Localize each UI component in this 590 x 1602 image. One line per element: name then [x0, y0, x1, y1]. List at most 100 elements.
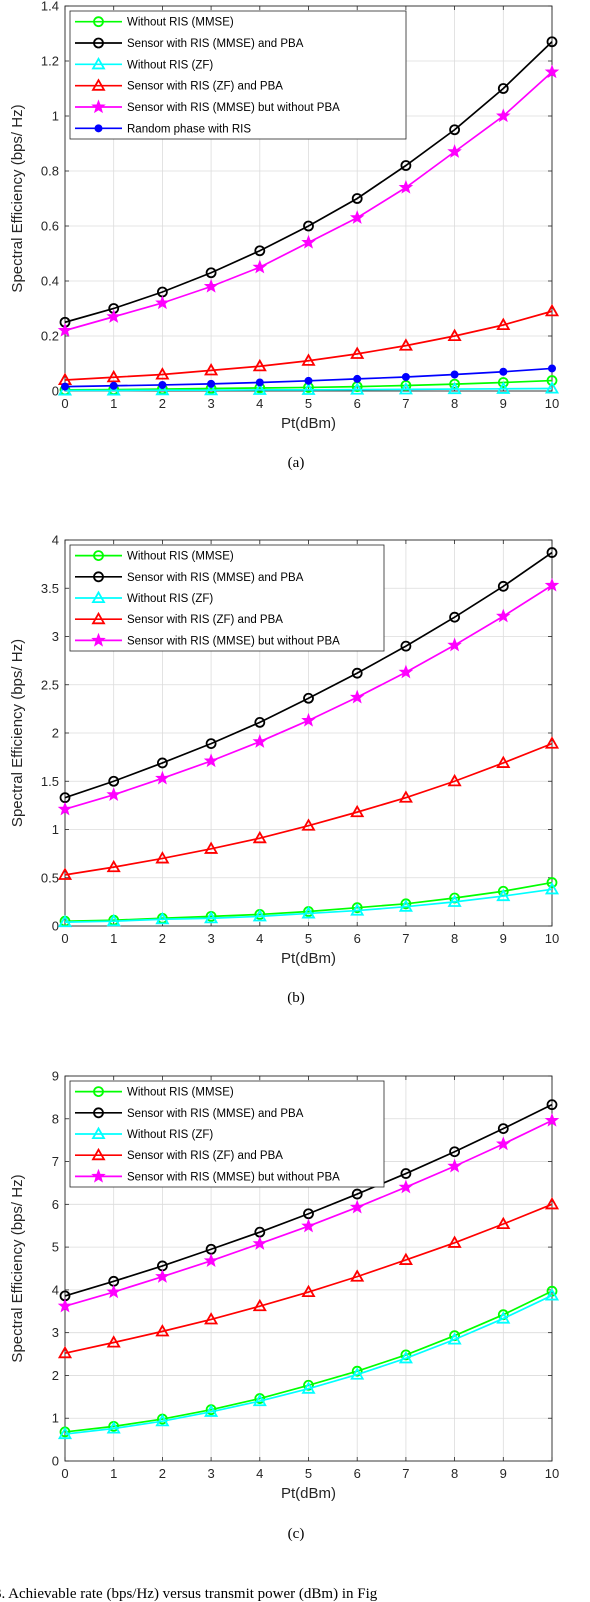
data-point — [156, 757, 168, 769]
data-point — [398, 1252, 413, 1265]
data-point — [204, 1312, 219, 1325]
data-point — [350, 804, 365, 818]
y-tick-label: 5 — [52, 1240, 59, 1255]
series-line — [64, 888, 553, 923]
legend: Without RIS (MMSE) Sensor with RIS (MMSE)… — [69, 1080, 385, 1188]
legend-marker — [91, 78, 106, 91]
data-point — [400, 1168, 412, 1179]
data-point — [544, 1288, 560, 1301]
data-point — [204, 1404, 219, 1417]
y-tick-label: 0.6 — [41, 219, 59, 234]
y-tick-label: 0 — [52, 384, 59, 399]
x-tick-label: 1 — [110, 931, 117, 946]
data-point — [349, 689, 365, 704]
x-tick-label: 0 — [61, 931, 68, 946]
legend-label: Sensor with RIS (MMSE) but without PBA — [127, 635, 340, 647]
data-point — [57, 1345, 73, 1359]
x-tick-label: 0 — [61, 396, 68, 411]
legend-label: Without RIS (ZF) — [127, 593, 213, 605]
series-line — [64, 1203, 553, 1355]
chart-panel-c: 0 1 2 3 4 5 6 7 8 9 10 0 1 2 3 4 5 6 7 8 9 Pt(dBm) Spectral Ef… — [9, 1069, 560, 1542]
data-point — [106, 309, 121, 323]
data-point — [106, 1335, 121, 1348]
legend-label: Sensor with RIS (MMSE) but without PBA — [127, 102, 340, 114]
series-3 — [57, 736, 560, 880]
y-axis-label: Spectral Efficiency (bps/ Hz) — [9, 639, 26, 827]
data-point — [447, 328, 462, 342]
data-point — [57, 322, 73, 337]
x-tick-label: 5 — [305, 396, 312, 411]
data-point — [497, 83, 509, 94]
data-point — [496, 108, 511, 123]
x-tick-label: 6 — [354, 1466, 361, 1481]
data-point — [546, 36, 558, 48]
data-point — [350, 903, 365, 916]
data-point — [546, 375, 558, 386]
data-point — [447, 773, 462, 787]
legend-entry: Sensor with RIS (MMSE) and PBA — [75, 1107, 304, 1120]
legend-label: Sensor with RIS (ZF) and PBA — [127, 614, 283, 626]
data-point — [303, 692, 314, 704]
data-point — [155, 911, 170, 925]
data-point — [106, 369, 121, 383]
data-point — [106, 383, 121, 396]
x-tick-label: 9 — [500, 1466, 507, 1481]
series-3 — [57, 303, 560, 386]
data-point — [106, 787, 121, 801]
series-line — [64, 1294, 553, 1435]
y-tick-label: 7 — [52, 1154, 59, 1169]
legend-marker — [93, 37, 104, 49]
x-tick-label: 8 — [451, 396, 458, 411]
data-point — [203, 753, 219, 768]
y-tick-label: 1.5 — [41, 774, 59, 789]
legend-label: Sensor with RIS (MMSE) and PBA — [127, 1108, 304, 1120]
series-line — [64, 41, 553, 324]
legend-box — [69, 10, 407, 140]
data-point — [447, 1235, 462, 1248]
data-point — [351, 1365, 363, 1377]
y-tick-label: 3 — [52, 1325, 59, 1340]
data-point — [254, 245, 266, 257]
data-point — [252, 734, 268, 748]
chart-panel-a: 0 1 2 3 4 5 6 7 8 9 10 0 0.2 0.4 0.6 0.8 1 1.2 1.4 Pt(dBm) S… — [9, 0, 560, 471]
data-point — [155, 1324, 170, 1337]
data-point — [398, 382, 413, 395]
data-point — [203, 1253, 219, 1267]
data-point — [349, 1199, 365, 1214]
data-point — [155, 1268, 170, 1283]
y-tick-label: 6 — [52, 1197, 59, 1212]
data-point — [155, 1413, 170, 1427]
legend-marker — [91, 1168, 106, 1183]
y-tick-label: 0.4 — [41, 274, 59, 289]
series-3 — [57, 1197, 560, 1359]
y-tick-label: 9 — [52, 1069, 59, 1084]
data-point — [497, 1123, 509, 1135]
legend-label: Without RIS (ZF) — [127, 1129, 213, 1141]
data-point — [499, 367, 508, 376]
data-point — [61, 382, 69, 391]
legend-marker — [91, 99, 106, 114]
x-tick-label: 4 — [256, 931, 263, 946]
data-point — [351, 1188, 363, 1200]
x-tick-label: 6 — [354, 396, 361, 411]
data-point — [252, 909, 267, 922]
legend-entry: Sensor with RIS (ZF) and PBA — [75, 1147, 283, 1162]
x-axis-label: Pt(dBm) — [281, 1485, 336, 1502]
y-tick-label: 4 — [52, 533, 59, 548]
y-tick-label: 3 — [52, 629, 59, 644]
data-point — [155, 295, 170, 310]
data-point — [57, 1298, 73, 1313]
y-tick-label: 2 — [52, 1368, 59, 1383]
data-point — [350, 1367, 365, 1380]
data-point — [205, 738, 217, 750]
data-point — [496, 1216, 511, 1230]
data-point — [350, 346, 365, 359]
x-axis-label: Pt(dBm) — [281, 950, 336, 967]
x-tick-label: 10 — [545, 1466, 559, 1481]
data-point — [398, 179, 414, 194]
data-point — [400, 898, 412, 910]
legend-entry: Sensor with RIS (ZF) and PBA — [75, 78, 283, 93]
x-tick-label: 5 — [305, 931, 312, 946]
y-tick-label: 0.5 — [41, 870, 59, 885]
data-point — [447, 144, 462, 158]
